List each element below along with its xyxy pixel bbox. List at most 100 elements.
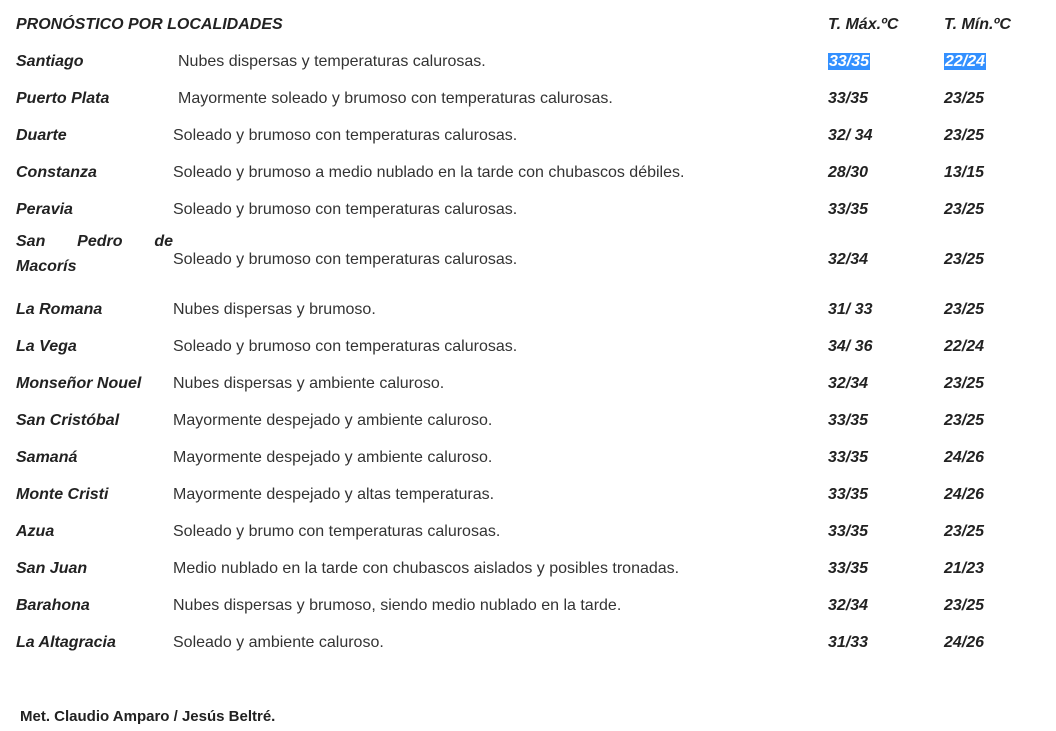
- min-temperature: 13/15: [944, 154, 984, 191]
- table-row: Samaná Mayormente despejado y ambiente c…: [0, 439, 1056, 476]
- table-row: San Cristóbal Mayormente despejado y amb…: [0, 402, 1056, 439]
- max-temperature-value: 33/35: [828, 412, 869, 429]
- min-temperature: 22/24: [944, 43, 987, 80]
- table-row: Peravia Soleado y brumoso con temperatur…: [0, 191, 1056, 228]
- min-temperature: 23/25: [944, 191, 984, 228]
- location-name: Constanza: [16, 164, 97, 181]
- max-temperature: 33/35: [828, 439, 868, 476]
- table-row: Puerto Plata Mayormente soleado y brumos…: [0, 80, 1056, 117]
- min-temperature-value: 24/26: [944, 486, 985, 503]
- max-temperature: 33/35: [828, 191, 868, 228]
- min-temperature-value: 23/25: [944, 523, 985, 540]
- min-temperature-value: 23/25: [944, 375, 985, 392]
- max-temperature-value: 33/35: [828, 523, 869, 540]
- max-temperature-value: 31/ 33: [828, 301, 873, 318]
- max-temperature-value: 34/ 36: [828, 338, 873, 355]
- min-temperature: 24/26: [944, 624, 984, 661]
- min-temperature-value: 24/26: [944, 449, 985, 466]
- location-name: San Juan: [16, 560, 88, 577]
- max-temperature: 28/30: [828, 154, 868, 191]
- location-name: San Cristóbal: [16, 412, 120, 429]
- min-temperature-value: 13/15: [944, 164, 985, 181]
- forecast-description: Mayormente despejado y ambiente caluroso…: [173, 449, 493, 466]
- min-temperature-value: 21/23: [944, 560, 985, 577]
- min-temperature-value: 23/25: [944, 201, 985, 218]
- min-temperature-value: 23/25: [944, 597, 985, 614]
- min-temperature: 23/25: [944, 365, 984, 402]
- forecast-description: Mayormente soleado y brumoso con tempera…: [178, 90, 613, 107]
- forecast-description: Soleado y brumoso con temperaturas calur…: [173, 127, 518, 144]
- location-name: Puerto Plata: [16, 90, 110, 107]
- table-row: San Pedro de Macorís Soleado y brumoso c…: [0, 233, 1056, 278]
- location-name: Samaná: [16, 449, 78, 466]
- max-temperature-value: 33/35: [828, 201, 869, 218]
- location-name: Santiago: [16, 53, 84, 70]
- table-row: Barahona Nubes dispersas y brumoso, sien…: [0, 587, 1056, 624]
- forecast-description: Soleado y brumoso con temperaturas calur…: [173, 338, 518, 355]
- max-temperature-value: 32/ 34: [828, 127, 873, 144]
- max-temperature-value: 32/34: [828, 597, 869, 614]
- max-temperature: 32/34: [828, 587, 868, 624]
- forecast-description: Nubes dispersas y brumoso, siendo medio …: [173, 597, 622, 614]
- min-temperature-value: 24/26: [944, 634, 985, 651]
- min-temperature-value: 23/25: [944, 90, 985, 107]
- forecast-description: Soleado y brumoso a medio nublado en la …: [173, 164, 685, 181]
- max-temperature: 33/35: [828, 513, 868, 550]
- forecast-description: Mayormente despejado y altas temperatura…: [173, 486, 495, 503]
- table-row: La Altagracia Soleado y ambiente caluros…: [0, 624, 1056, 661]
- min-temperature: 24/26: [944, 476, 984, 513]
- forecast-description: Soleado y ambiente caluroso.: [173, 634, 384, 651]
- min-temperature-value: 23/25: [944, 251, 985, 268]
- min-temperature: 22/24: [944, 328, 984, 365]
- max-temperature-value: 32/34: [828, 251, 869, 268]
- max-temperature-value: 31/33: [828, 634, 869, 651]
- location-name: La Romana: [16, 301, 103, 318]
- max-temperature-value: 33/35: [828, 560, 869, 577]
- max-temperature: 31/ 33: [828, 291, 872, 328]
- min-temperature: 24/26: [944, 439, 984, 476]
- max-temperature: 31/33: [828, 624, 868, 661]
- forecast-description: Soleado y brumo con temperaturas caluros…: [173, 523, 501, 540]
- min-temperature: 23/25: [944, 241, 984, 278]
- max-temperature-value: 28/30: [828, 164, 869, 181]
- location-name: La Vega: [16, 338, 77, 355]
- table-row: San Juan Medio nublado en la tarde con c…: [0, 550, 1056, 587]
- min-temperature: 23/25: [944, 117, 984, 154]
- table-header: PRONÓSTICO POR LOCALIDADES T. Máx.ºC T. …: [0, 6, 1056, 43]
- forecast-description: Nubes dispersas y temperaturas calurosas…: [178, 53, 486, 70]
- table-row: Constanza Soleado y brumoso a medio nubl…: [0, 154, 1056, 191]
- max-temperature-value: 33/35: [828, 449, 869, 466]
- location-name: Barahona: [16, 597, 90, 614]
- location-name: Monseñor Nouel: [16, 375, 142, 392]
- table-row: Monseñor Nouel Nubes dispersas y ambient…: [0, 365, 1056, 402]
- forecast-description: Nubes dispersas y brumoso.: [173, 301, 376, 318]
- min-temperature: 21/23: [944, 550, 984, 587]
- location-name: Monte Cristi: [16, 486, 109, 503]
- location-name: Azua: [16, 523, 55, 540]
- min-temperature-value: 23/25: [944, 127, 985, 144]
- location-name: San Pedro de Macorís: [16, 233, 173, 275]
- location-name: Peravia: [16, 201, 73, 218]
- min-temperature: 23/25: [944, 402, 984, 439]
- forecast-description: Soleado y brumoso con temperaturas calur…: [173, 201, 518, 218]
- table-title: PRONÓSTICO POR LOCALIDADES: [16, 16, 283, 33]
- max-temperature-value: 33/35: [828, 90, 869, 107]
- max-temperature-value: 32/34: [828, 375, 869, 392]
- max-temperature-value: 33/35: [828, 53, 871, 70]
- max-temperature: 32/34: [828, 241, 868, 278]
- max-temperature: 34/ 36: [828, 328, 872, 365]
- max-temperature: 33/35: [828, 476, 868, 513]
- max-temperature: 32/ 34: [828, 117, 872, 154]
- min-temperature: 23/25: [944, 513, 984, 550]
- table-row: La Romana Nubes dispersas y brumoso. 31/…: [0, 291, 1056, 328]
- author-credit: Met. Claudio Amparo / Jesús Beltré.: [20, 708, 276, 725]
- min-temperature-value: 22/24: [944, 53, 987, 70]
- min-temperature: 23/25: [944, 587, 984, 624]
- min-temperature-value: 23/25: [944, 412, 985, 429]
- min-temperature: 23/25: [944, 80, 984, 117]
- forecast-description: Medio nublado en la tarde con chubascos …: [173, 560, 680, 577]
- forecast-description: Nubes dispersas y ambiente caluroso.: [173, 375, 445, 392]
- max-temperature: 33/35: [828, 43, 871, 80]
- table-row: Santiago Nubes dispersas y temperaturas …: [0, 43, 1056, 80]
